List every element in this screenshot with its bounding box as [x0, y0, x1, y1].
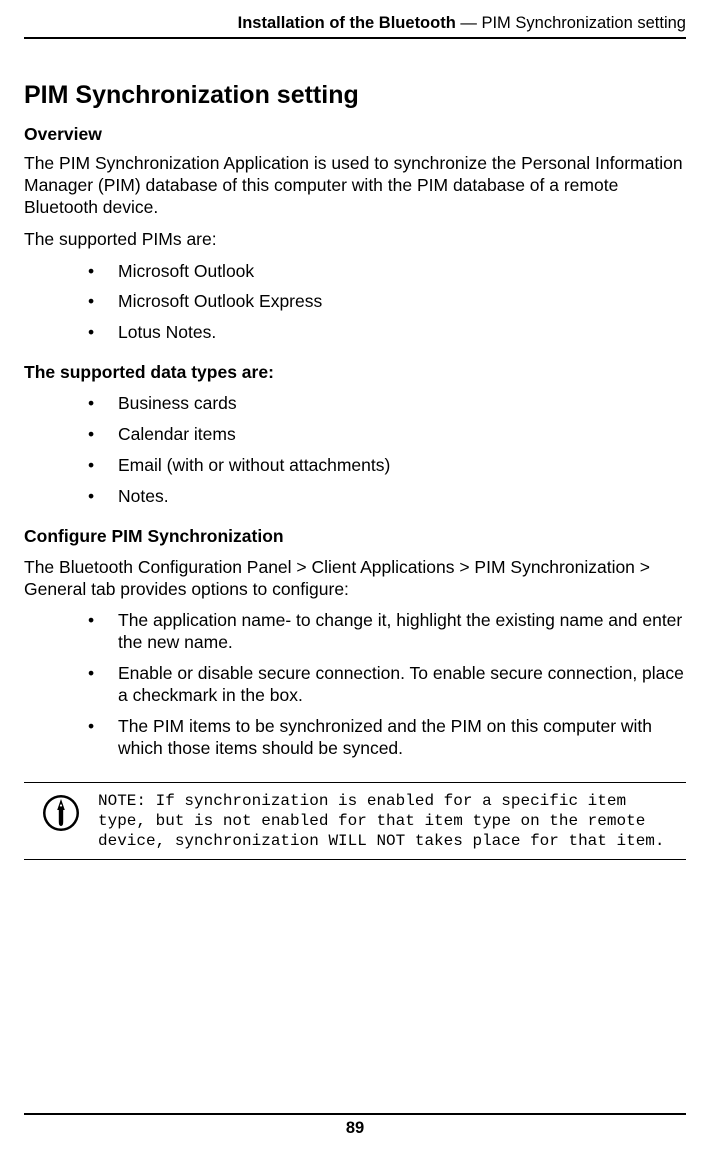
list-item: The application name- to change it, high…	[88, 610, 686, 654]
page-footer: 89	[24, 1113, 686, 1138]
list-item: Enable or disable secure connection. To …	[88, 663, 686, 707]
overview-heading: Overview	[24, 124, 686, 145]
note-text: NOTE: If synchronization is enabled for …	[98, 791, 686, 851]
list-item: Notes.	[88, 486, 686, 508]
note-icon-container	[24, 791, 98, 833]
data-types-list: Business cards Calendar items Email (wit…	[24, 393, 686, 508]
list-item: Calendar items	[88, 424, 686, 446]
configure-heading: Configure PIM Synchronization	[24, 526, 686, 547]
list-item: Lotus Notes.	[88, 322, 686, 344]
list-item: The PIM items to be synchronized and the…	[88, 716, 686, 760]
header-section: PIM Synchronization setting	[481, 14, 686, 32]
list-item: Business cards	[88, 393, 686, 415]
header-sep: —	[456, 14, 482, 32]
list-item: Microsoft Outlook	[88, 261, 686, 283]
configure-intro: The Bluetooth Configuration Panel > Clie…	[24, 557, 686, 601]
overview-paragraph-2: The supported PIMs are:	[24, 229, 686, 251]
note-callout: NOTE: If synchronization is enabled for …	[24, 782, 686, 860]
running-header: Installation of the Bluetooth — PIM Sync…	[24, 14, 686, 39]
page-number: 89	[346, 1119, 364, 1137]
list-item: Microsoft Outlook Express	[88, 291, 686, 313]
list-item: Email (with or without attachments)	[88, 455, 686, 477]
page-title: PIM Synchronization setting	[24, 81, 686, 110]
data-types-heading: The supported data types are:	[24, 362, 686, 383]
header-chapter: Installation of the Bluetooth	[238, 14, 456, 32]
overview-paragraph-1: The PIM Synchronization Application is u…	[24, 153, 686, 219]
pen-note-icon	[41, 793, 81, 833]
configure-list: The application name- to change it, high…	[24, 610, 686, 759]
supported-pims-list: Microsoft Outlook Microsoft Outlook Expr…	[24, 261, 686, 345]
